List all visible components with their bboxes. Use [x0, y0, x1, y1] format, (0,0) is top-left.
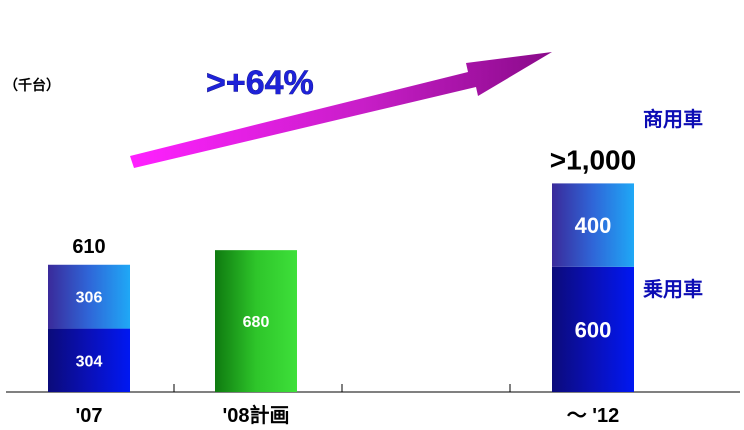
- growth-arrow: [130, 52, 552, 168]
- bar-segment-bottom: [552, 266, 634, 392]
- growth-annotation: >+64%: [206, 64, 314, 102]
- bars-layer: [48, 183, 634, 392]
- bar-total-label: >1,000: [550, 144, 636, 175]
- x-tick-label: '08計画: [222, 403, 289, 427]
- legend-bottom-label: 乗用車: [643, 277, 703, 301]
- bar-value-label: 304: [76, 353, 103, 370]
- bar-segment-bottom: [48, 328, 130, 392]
- bar-segment-top: [552, 183, 634, 267]
- unit-label: （千台）: [4, 77, 60, 93]
- growth-arrow-shape: [130, 52, 552, 168]
- x-tick-label: ～ '12: [567, 405, 620, 427]
- bar-segment-top: [48, 264, 130, 329]
- bar-segment-single: [215, 250, 297, 392]
- bar-value-label: 306: [76, 290, 103, 307]
- x-tick-label: '07: [75, 405, 102, 427]
- bar-value-label: 600: [575, 317, 612, 342]
- labels-layer: 304 306 610 '07 680 '08計画 600 400 >1,000 ～ '12: [72, 144, 636, 427]
- bar-total-label: 610: [72, 236, 105, 258]
- bar-value-label: 680: [243, 314, 270, 331]
- legend-top-label: 商用車: [643, 107, 703, 131]
- bar-value-label: 400: [575, 213, 612, 238]
